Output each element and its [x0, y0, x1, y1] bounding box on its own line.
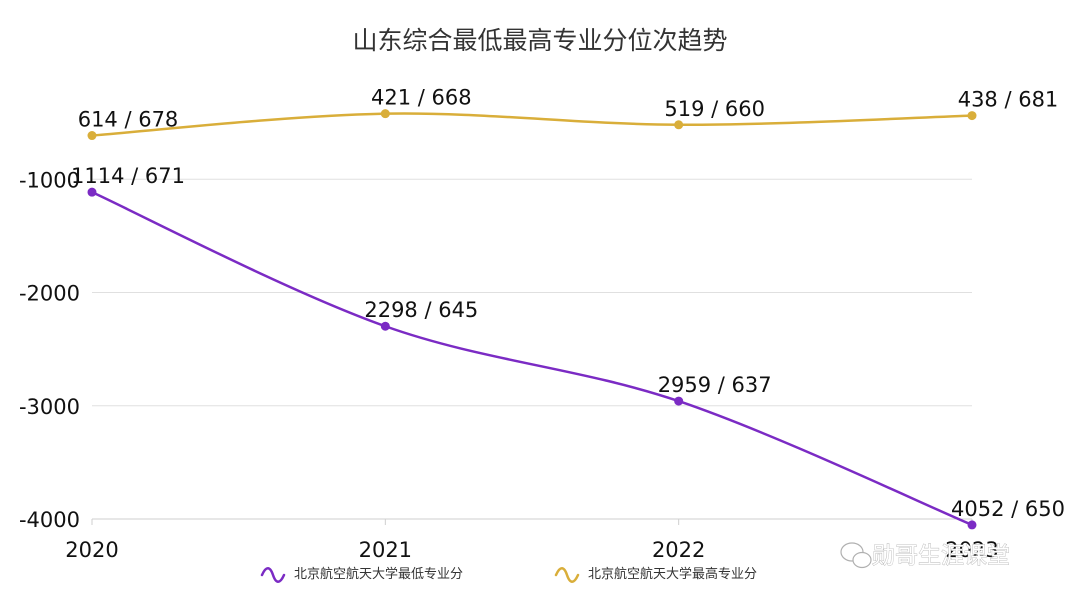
x-tick-label: 2021 — [359, 538, 412, 562]
legend-swatch — [554, 567, 580, 583]
y-tick-label: -1000 — [19, 168, 80, 192]
watermark-text: 勋哥生涯课堂 — [872, 543, 1010, 569]
legend-item-1[interactable]: 北京航空航天大学最低专业分 — [260, 566, 463, 583]
series-group: 1114 / 671 2298 / 645 2959 / 637 4052 / 650… — [71, 86, 1065, 530]
data-label: 1114 / 671 — [71, 164, 185, 188]
wechat-icon — [840, 542, 872, 569]
x-tick-label: 2020 — [65, 538, 118, 562]
data-label: 421 / 668 — [371, 86, 472, 110]
legend[interactable]: 北京航空航天大学最低专业分 北京航空航天大学最高专业分 — [260, 566, 757, 583]
y-axis: -1000 -2000 -3000 -4000 — [19, 168, 80, 532]
data-point[interactable] — [967, 111, 977, 121]
y-tick-label: -3000 — [19, 395, 80, 419]
data-point[interactable] — [674, 396, 684, 406]
series-2: 614 / 678 421 / 668 519 / 660 438 / 681 — [78, 86, 1059, 141]
data-label: 2298 / 645 — [364, 298, 478, 322]
x-tick-label: 2022 — [652, 538, 705, 562]
x-axis: 2020 2021 2022 2023 — [65, 519, 999, 562]
data-point[interactable] — [380, 321, 390, 331]
legend-item-2[interactable]: 北京航空航天大学最高专业分 — [554, 566, 757, 583]
data-point[interactable] — [674, 120, 684, 130]
data-label: 438 / 681 — [958, 88, 1059, 112]
data-label: 614 / 678 — [78, 108, 179, 132]
legend-swatch — [260, 567, 286, 583]
y-tick-label: -2000 — [19, 282, 80, 306]
data-point[interactable] — [87, 131, 97, 141]
data-label: 2959 / 637 — [658, 373, 772, 397]
series-line — [91, 191, 973, 527]
legend-label: 北京航空航天大学最高专业分 — [588, 566, 757, 582]
watermark: 勋哥生涯课堂 — [840, 542, 1010, 569]
data-point[interactable] — [87, 187, 97, 197]
data-point[interactable] — [380, 109, 390, 119]
y-tick-label: -4000 — [19, 508, 80, 532]
gridlines — [92, 178, 972, 520]
data-point[interactable] — [967, 520, 977, 530]
legend-label: 北京航空航天大学最低专业分 — [294, 566, 463, 582]
series-line — [91, 112, 973, 137]
x-tick-label: 2023 — [945, 538, 998, 562]
data-label: 4052 / 650 — [951, 497, 1065, 521]
series-1: 1114 / 671 2298 / 645 2959 / 637 4052 / 650 — [71, 164, 1065, 530]
chart-title: 山东综合最低最高专业分位次趋势 — [352, 26, 727, 55]
data-label: 519 / 660 — [664, 97, 765, 121]
